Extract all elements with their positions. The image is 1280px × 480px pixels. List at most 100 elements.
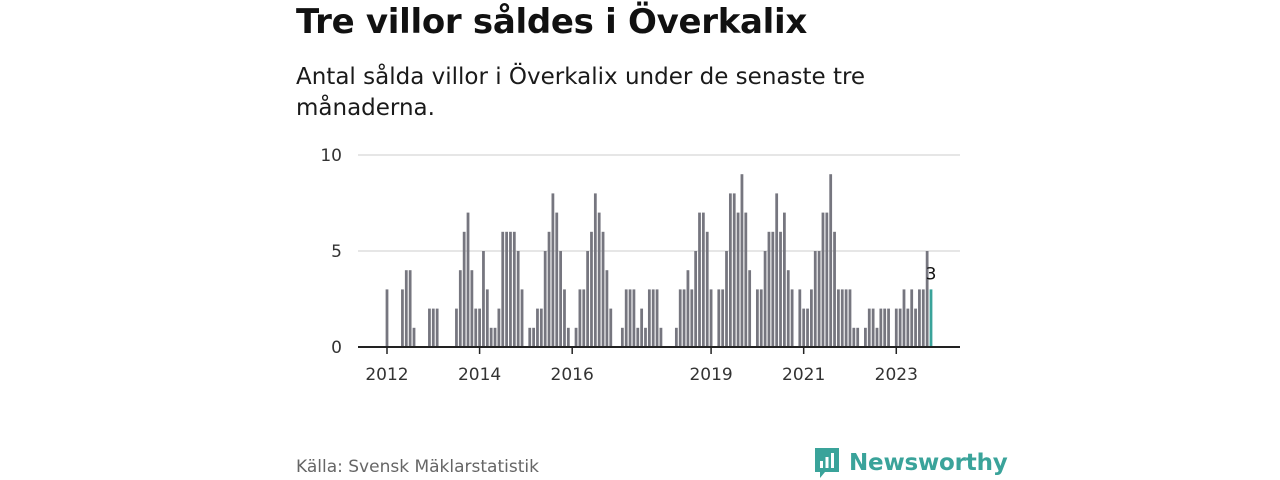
- bar: [894, 308, 898, 347]
- bar: [898, 308, 902, 347]
- bar: [810, 289, 813, 347]
- bar: [563, 289, 566, 347]
- bar: [466, 212, 470, 347]
- bar: [470, 270, 474, 347]
- bar: [620, 327, 624, 347]
- bar: [578, 289, 582, 347]
- highlight-value-label: 3: [926, 264, 937, 284]
- bar: [574, 327, 578, 347]
- bar: [698, 212, 701, 347]
- bar: [505, 231, 508, 347]
- bar: [740, 174, 744, 347]
- bar-chart: 0 5 10 2012 2014 2016 2019 2021 2023 3: [320, 146, 960, 385]
- bar: [659, 327, 663, 347]
- bar: [879, 308, 883, 347]
- bar: [582, 289, 586, 347]
- bar: [694, 251, 698, 347]
- bar: [802, 308, 806, 347]
- bar: [601, 231, 605, 347]
- bar: [798, 289, 802, 347]
- bar: [462, 231, 466, 347]
- bar: [644, 327, 647, 347]
- bar: [555, 212, 559, 347]
- bar: [821, 212, 825, 347]
- annotations: 3: [926, 264, 937, 284]
- bar: [385, 289, 389, 347]
- brand-logo[interactable]: Newsworthy: [813, 446, 1008, 480]
- bar: [829, 174, 833, 347]
- bar: [516, 251, 520, 347]
- bar: [408, 270, 412, 347]
- bar: [767, 231, 771, 347]
- bar: [404, 270, 408, 347]
- bar: [586, 251, 590, 347]
- bar: [871, 308, 875, 347]
- bar: [435, 308, 439, 347]
- bar: [925, 251, 929, 347]
- bar: [883, 308, 887, 347]
- bar: [844, 289, 848, 347]
- y-axis-labels: 0 5 10: [320, 146, 342, 358]
- bar: [786, 270, 790, 347]
- brand-name: Newsworthy: [849, 450, 1008, 476]
- bar: [921, 289, 925, 347]
- bar: [864, 327, 867, 347]
- x-tick-label: 2023: [875, 365, 918, 385]
- bar: [431, 308, 435, 347]
- bar: [817, 251, 821, 347]
- bar: [655, 289, 659, 347]
- bar: [605, 270, 609, 347]
- bar: [651, 289, 655, 347]
- bar: [848, 289, 852, 347]
- bar: [532, 327, 535, 347]
- gridlines: [358, 154, 960, 252]
- bar: [914, 308, 917, 347]
- bar: [501, 231, 505, 347]
- y-tick-label: 10: [320, 146, 342, 166]
- bar: [590, 231, 593, 347]
- bar: [875, 327, 879, 347]
- bar: [520, 289, 524, 347]
- bar: [482, 251, 485, 347]
- bar: [551, 193, 555, 347]
- bar: [783, 212, 786, 347]
- x-tick-label: 2012: [365, 365, 408, 385]
- bar: [412, 327, 416, 347]
- bar: [910, 289, 914, 347]
- bar: [624, 289, 628, 347]
- bar: [636, 327, 640, 347]
- bar: [732, 193, 736, 347]
- bar: [512, 231, 516, 347]
- bar: [597, 212, 601, 347]
- chart-title: Tre villor såldes i Överkalix: [296, 2, 807, 42]
- bar: [779, 231, 782, 347]
- bar: [559, 251, 563, 347]
- bar: [902, 289, 906, 347]
- bar: [455, 308, 458, 347]
- bar: [705, 231, 709, 347]
- bar: [759, 289, 763, 347]
- bar: [401, 289, 404, 347]
- bar: [458, 270, 462, 347]
- x-tick-label: 2019: [689, 365, 732, 385]
- bar: [686, 270, 690, 347]
- bar-series: [385, 174, 933, 347]
- bar: [748, 270, 752, 347]
- bar: [790, 289, 794, 347]
- x-tick-label: 2021: [782, 365, 825, 385]
- bar: [852, 327, 856, 347]
- bar: [485, 289, 489, 347]
- bar: [566, 327, 570, 347]
- bar: [709, 289, 713, 347]
- bar: [736, 212, 740, 347]
- bar: [509, 231, 512, 347]
- bar: [628, 289, 632, 347]
- bar: [428, 308, 431, 347]
- bar: [539, 308, 543, 347]
- x-axis-labels: 2012 2014 2016 2019 2021 2023: [365, 365, 918, 385]
- bar: [728, 193, 732, 347]
- bar: [825, 212, 829, 347]
- bar: [701, 212, 705, 347]
- y-tick-label: 0: [331, 338, 342, 358]
- bar: [547, 231, 551, 347]
